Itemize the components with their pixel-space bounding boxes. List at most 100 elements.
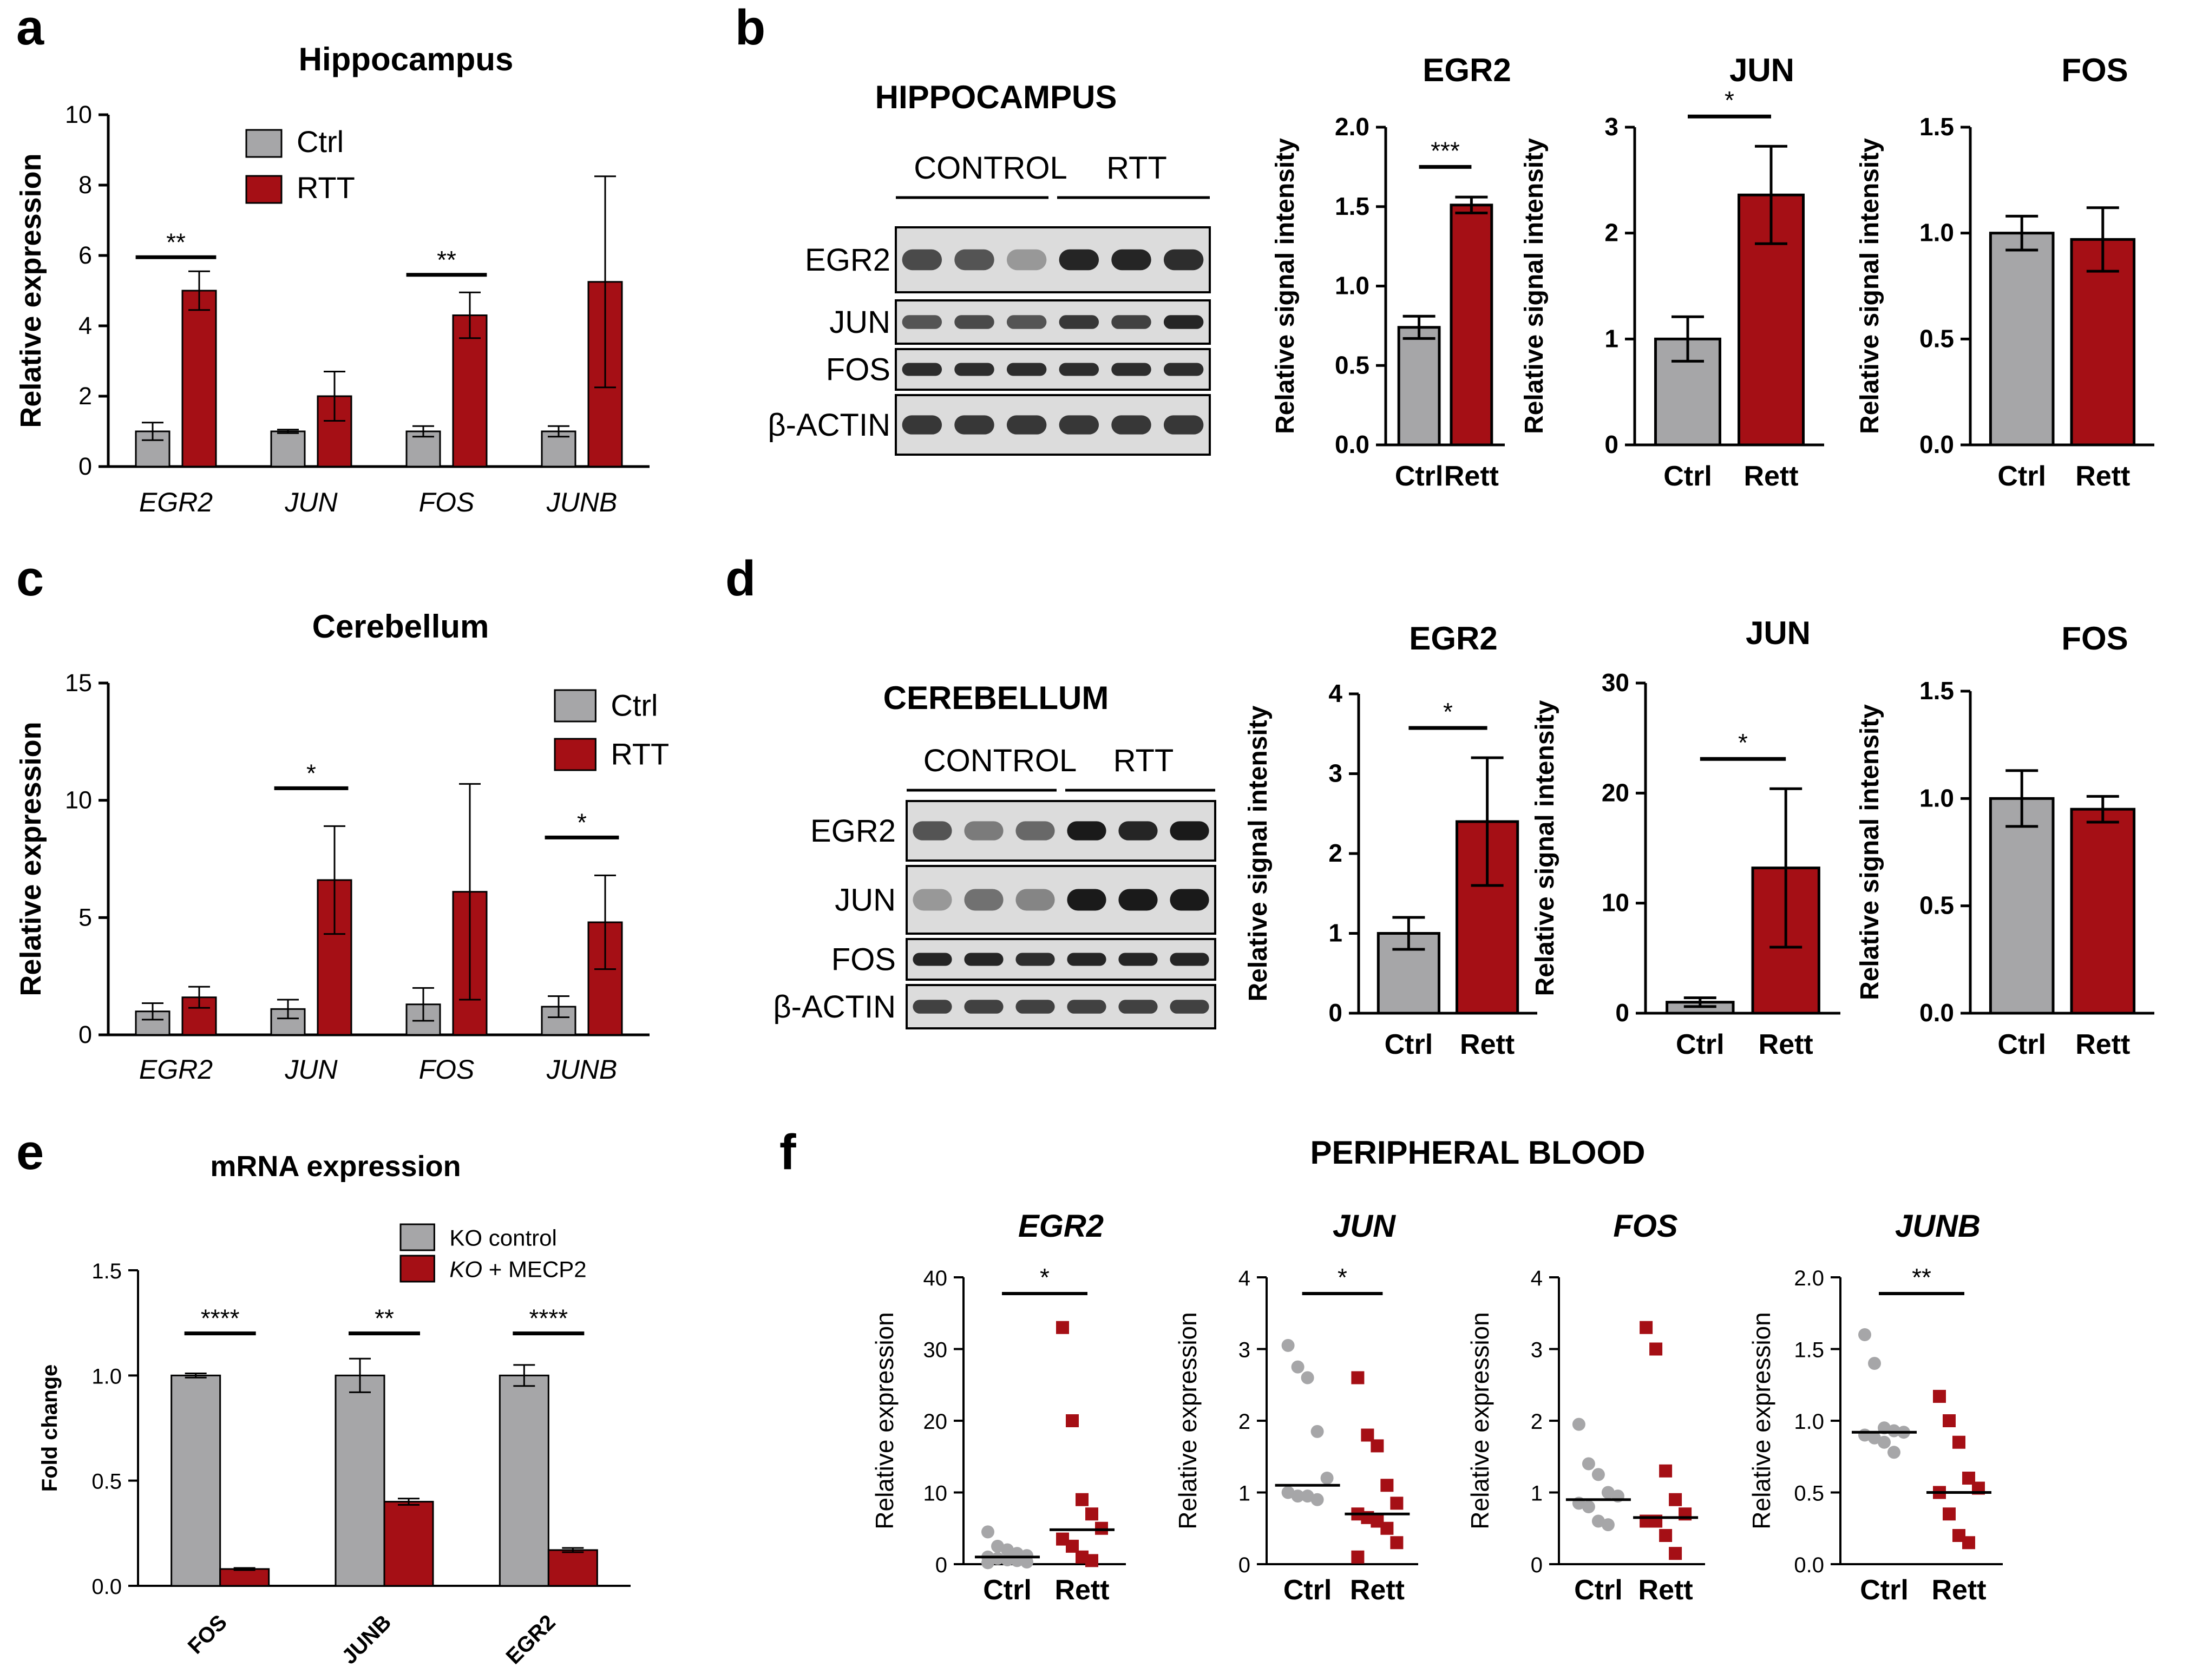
data-point-ctrl bbox=[1591, 1468, 1605, 1481]
category-label: Rett bbox=[1759, 1029, 1813, 1060]
blot-title: HIPPOCAMPUS bbox=[875, 79, 1117, 115]
y-axis-title: Relative expression bbox=[15, 153, 47, 428]
category-label: Rett bbox=[1931, 1574, 1986, 1606]
chart-f-egr2: EGR2 0 10 20 30 40 Relative expression Ctrl Rett… bbox=[870, 1209, 1126, 1606]
y-axis-title: Relative expression bbox=[15, 721, 47, 996]
chart-f-jun: JUN 0 1 2 3 4 Relative expression Ctrl Rett * bbox=[1174, 1209, 1418, 1606]
chart-e: mRNA expression 0.0 0.5 1.0 1.5 Fold change FO… bbox=[38, 1150, 631, 1669]
chart-title: FOS bbox=[2061, 620, 2128, 657]
data-point-rett bbox=[1380, 1521, 1394, 1535]
blot-band bbox=[1006, 315, 1047, 329]
blot-band bbox=[1015, 821, 1055, 841]
data-point-rett bbox=[1056, 1321, 1069, 1334]
western-blot-cerebellum: CEREBELLUM CONTROL RTT EGR2 JUN FOS β-ACTIN bbox=[773, 680, 1216, 1029]
y-tick-label: 0.5 bbox=[91, 1470, 122, 1494]
y-tick-label: 1.0 bbox=[1919, 784, 1954, 812]
y-tick-label: 1.5 bbox=[1919, 113, 1954, 141]
y-axis-title: Relative expression bbox=[870, 1312, 899, 1529]
chart-title: EGR2 bbox=[1409, 620, 1497, 657]
y-tick-label: 0 bbox=[1615, 999, 1629, 1027]
blot-strip bbox=[906, 865, 1216, 935]
category-label: Ctrl bbox=[1385, 1029, 1433, 1060]
chart-d-fos: FOS 0.0 0.5 1.0 1.5 Relative signal intensity… bbox=[1856, 620, 2154, 1060]
data-point-rett bbox=[1669, 1547, 1682, 1560]
blot-band bbox=[954, 363, 994, 376]
data-point-ctrl bbox=[1582, 1457, 1595, 1471]
y-tick-label: 3 bbox=[1604, 113, 1618, 141]
data-point-ctrl bbox=[1281, 1338, 1295, 1352]
y-axis-title: Relative signal intensity bbox=[1271, 138, 1300, 434]
blot-row-label: β-ACTIN bbox=[768, 408, 890, 443]
bar-rtt-egr2 bbox=[181, 290, 217, 468]
chart-b-jun: JUN 0 1 2 3 Relative signal intensity Ctrl Rett… bbox=[1520, 52, 1824, 492]
y-tick-label: 0.0 bbox=[1919, 430, 1954, 458]
y-tick-label: 30 bbox=[923, 1338, 948, 1362]
blot-band bbox=[1118, 889, 1158, 911]
significance-label: ** bbox=[437, 246, 456, 274]
chart-title: Hippocampus bbox=[299, 41, 514, 77]
category-label: Ctrl bbox=[1860, 1574, 1909, 1606]
blot-band bbox=[1163, 249, 1204, 271]
blot-band bbox=[964, 953, 1004, 966]
data-point-rett bbox=[1371, 1439, 1384, 1453]
y-tick-label: 0.0 bbox=[1794, 1553, 1824, 1577]
category-label: FOS bbox=[419, 487, 475, 517]
y-tick-label: 1.0 bbox=[1794, 1410, 1824, 1434]
y-tick-label: 1 bbox=[1531, 1482, 1543, 1506]
y-axis-title: Relative signal intensity bbox=[1856, 138, 1884, 434]
y-tick-label: 20 bbox=[923, 1410, 948, 1434]
blot-group-label: RTT bbox=[1113, 743, 1174, 778]
blot-band bbox=[1111, 249, 1151, 271]
y-tick-label: 0 bbox=[1328, 999, 1342, 1027]
legend-label-ctrl: Ctrl bbox=[297, 124, 344, 159]
data-point-rett bbox=[1390, 1536, 1404, 1550]
data-point-ctrl bbox=[1301, 1489, 1314, 1503]
bar-ko-control-junb bbox=[335, 1374, 385, 1587]
legend-swatch-treated bbox=[399, 1255, 435, 1283]
data-point-ctrl bbox=[1582, 1500, 1595, 1513]
category-label: Ctrl bbox=[1676, 1029, 1725, 1060]
legend-swatch-ctrl bbox=[399, 1223, 435, 1251]
blot-band bbox=[1067, 821, 1106, 841]
category-label: Ctrl bbox=[1997, 1029, 2046, 1060]
y-tick-label: 0 bbox=[1531, 1553, 1543, 1577]
blot-band bbox=[1170, 1000, 1209, 1014]
blot-band bbox=[1163, 415, 1204, 435]
y-tick-label: 1.0 bbox=[1335, 272, 1369, 300]
y-tick-label: 2 bbox=[1531, 1410, 1543, 1434]
blot-band bbox=[1170, 953, 1209, 966]
y-tick-label: 6 bbox=[78, 241, 92, 269]
y-tick-label: 2 bbox=[1328, 839, 1342, 867]
category-label: EGR2 bbox=[502, 1610, 560, 1669]
category-label: FOS bbox=[419, 1054, 475, 1085]
data-point-rett bbox=[1085, 1507, 1098, 1521]
y-tick-label: 1.5 bbox=[1919, 677, 1954, 705]
blot-band bbox=[1170, 821, 1209, 841]
data-point-ctrl bbox=[1601, 1518, 1615, 1532]
peripheral-blood-title: PERIPHERAL BLOOD bbox=[1310, 1134, 1646, 1171]
chart-d-jun: JUN 0 10 20 30 Relative signal intensity Ctrl R… bbox=[1531, 615, 1840, 1060]
y-tick-label: 1.5 bbox=[1335, 192, 1369, 220]
blot-band bbox=[1111, 415, 1151, 435]
significance-label: ** bbox=[1912, 1263, 1931, 1291]
chart-title: JUN bbox=[1746, 615, 1811, 651]
data-point-ctrl bbox=[991, 1552, 1004, 1565]
data-point-ctrl bbox=[981, 1525, 994, 1539]
data-point-rett bbox=[1076, 1493, 1089, 1506]
data-point-rett bbox=[1640, 1321, 1653, 1334]
y-axis-title: Relative signal intensity bbox=[1856, 704, 1884, 1000]
blot-group-label: CONTROL bbox=[914, 150, 1067, 186]
y-tick-label: 0 bbox=[935, 1553, 947, 1577]
data-point-rett bbox=[1943, 1414, 1956, 1427]
chart-title: EGR2 bbox=[1018, 1209, 1104, 1244]
data-point-ctrl bbox=[1281, 1486, 1295, 1499]
blot-group-label: RTT bbox=[1106, 150, 1167, 186]
y-tick-label: 10 bbox=[65, 101, 92, 128]
category-label: Ctrl bbox=[1997, 461, 2046, 492]
y-tick-label: 1.5 bbox=[1794, 1338, 1824, 1362]
blot-strip bbox=[906, 938, 1216, 981]
blot-band bbox=[902, 363, 942, 376]
blot-strip bbox=[895, 348, 1211, 391]
legend-label-ctrl: Ctrl bbox=[611, 688, 658, 723]
